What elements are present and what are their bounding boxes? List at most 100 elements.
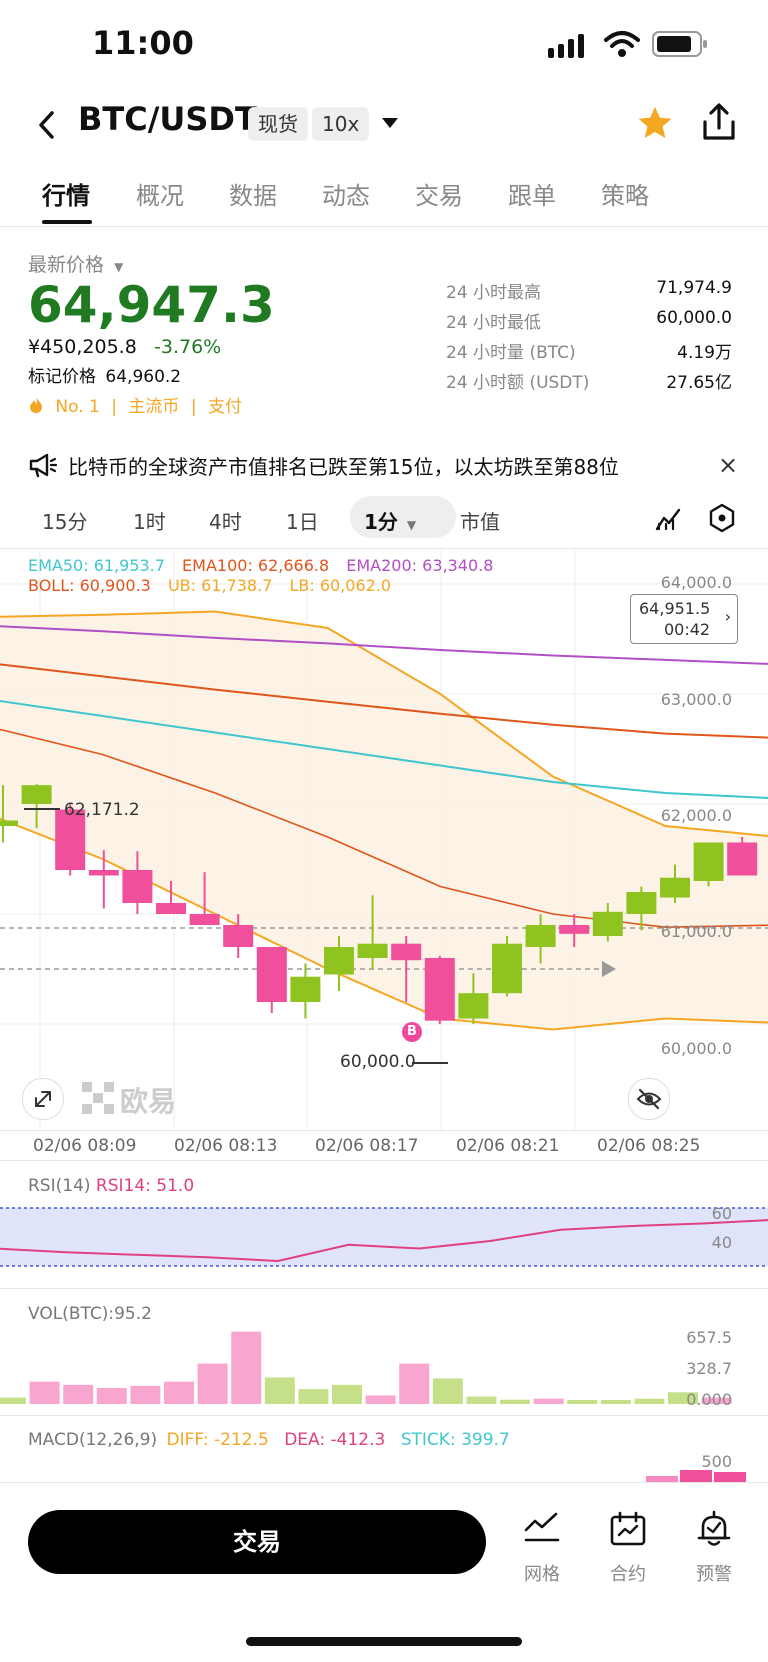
tab-market[interactable]: 行情 [42, 182, 90, 210]
fullscreen-button[interactable] [22, 1078, 64, 1120]
tab-trade[interactable]: 交易 [415, 182, 463, 210]
x-axis-divider [0, 1130, 768, 1131]
pair-title[interactable]: BTC/USDT [78, 100, 257, 138]
timeframe-15m[interactable]: 15分 [42, 510, 88, 534]
stat-label-turnover: 24 小时额 (USDT) [446, 373, 590, 393]
ema50-line [0, 699, 768, 800]
share-icon[interactable] [700, 102, 738, 142]
macd-label: MACD(12,26,9) [28, 1430, 158, 1450]
candle [223, 925, 254, 947]
indicator-settings-icon[interactable] [654, 504, 682, 532]
low-marker-line [412, 1062, 448, 1064]
boll-lb-legend: LB: 60,062.0 [289, 576, 392, 595]
macd-diff: DIFF: -212.5 [166, 1430, 269, 1450]
macd-axis-500: 500 [701, 1452, 732, 1471]
volume-bar [500, 1399, 530, 1404]
volume-bar [264, 1377, 295, 1404]
high-price-annotation: 62,171.2 [64, 800, 140, 820]
market-type-chip[interactable]: 现货 [248, 107, 308, 141]
contract-label: 合约 [610, 1564, 646, 1585]
ema200-line [0, 625, 768, 665]
leverage-chip[interactable]: 10x [312, 107, 370, 141]
back-arrow-icon[interactable] [36, 110, 58, 140]
timeframe-1d[interactable]: 1日 [286, 510, 319, 534]
candle [290, 976, 321, 1002]
chart-settings-icon[interactable] [708, 503, 736, 533]
category-tag[interactable]: 主流币 [128, 397, 180, 417]
timeframe-1h[interactable]: 1时 [133, 510, 166, 534]
high-marker-line [24, 808, 60, 810]
pair-dropdown-icon[interactable] [380, 116, 400, 130]
candle [156, 903, 186, 914]
boll-mid-line [0, 728, 768, 929]
vol-legend: VOL(BTC):95.2 [28, 1304, 152, 1324]
volume-bar [197, 1363, 228, 1404]
timeframe-1m-label: 1分 [364, 510, 398, 534]
candle [21, 785, 52, 804]
trade-button[interactable]: 交易 [28, 1510, 486, 1574]
boll-ub-line [0, 610, 768, 838]
candle [0, 820, 18, 826]
tab-overview[interactable]: 概况 [136, 182, 184, 210]
price-chart[interactable] [0, 550, 768, 1130]
tab-strategy[interactable]: 策略 [601, 182, 649, 210]
okx-logo-icon [82, 1082, 114, 1114]
candle [693, 842, 724, 881]
ema100-legend: EMA100: 62,666.8 [182, 556, 330, 575]
rsi-label: RSI(14) [28, 1176, 91, 1196]
timeframe-4h[interactable]: 4时 [209, 510, 242, 534]
announcement-text[interactable]: 比特币的全球资产市值排名已跌至第15位，以太坊跌至第88位 [68, 455, 619, 479]
tabs-divider [0, 226, 768, 227]
volume-bar [567, 1400, 598, 1404]
current-price-countdown: 00:42 [664, 620, 711, 639]
coin-tags: No. 1 | 主流币 | 支付 [28, 392, 242, 417]
megaphone-icon [29, 453, 58, 478]
stat-value-turnover: 27.65亿 [666, 373, 732, 393]
volume-bar [701, 1397, 732, 1404]
macd-dea: DEA: -412.3 [284, 1430, 386, 1450]
status-time: 11:00 [92, 24, 194, 62]
rsi-value: RSI14: 51.0 [95, 1176, 195, 1196]
candle [256, 947, 287, 1002]
alert-button[interactable] [692, 1510, 736, 1590]
contract-button[interactable] [606, 1510, 650, 1590]
current-price-tag-value: 64,951.5 [639, 599, 711, 618]
candle [324, 947, 354, 975]
buy-marker[interactable]: B [402, 1022, 422, 1042]
candle [424, 958, 455, 1021]
tab-copy-trading[interactable]: 跟单 [508, 182, 556, 210]
mark-price: 标记价格 64,960.2 [28, 362, 181, 387]
contract-icon [610, 1511, 646, 1546]
hide-overlay-button[interactable] [628, 1078, 670, 1120]
volume-bar [164, 1381, 194, 1404]
volume-bar [668, 1392, 698, 1404]
tab-news[interactable]: 动态 [322, 182, 370, 210]
rank-tag[interactable]: No. 1 [55, 397, 100, 417]
wifi-icon [604, 31, 640, 57]
price-cny: ¥450,205.8 [28, 336, 137, 358]
favorite-star-icon[interactable] [636, 104, 674, 142]
stat-value-volume: 4.19万 [677, 343, 732, 363]
caret-down-icon: ▼ [114, 260, 124, 274]
candle [88, 870, 119, 876]
tab-active-indicator [42, 220, 92, 224]
current-price-tag[interactable]: 64,951.5 00:42 › [630, 594, 738, 644]
candle [189, 914, 220, 925]
last-price-label[interactable]: 最新价格 ▼ [28, 250, 123, 277]
low-price-annotation: 60,000.0 [340, 1052, 416, 1072]
x-tick-4: 02/06 08:25 [597, 1136, 701, 1156]
grid-button[interactable] [520, 1510, 564, 1590]
timeframe-1m[interactable]: 1分 ▼ [364, 506, 416, 535]
tab-data[interactable]: 数据 [229, 182, 277, 210]
announcement-close-icon[interactable]: × [718, 451, 739, 479]
candle [122, 870, 153, 903]
expand-icon [35, 1091, 51, 1107]
y-tick-60000: 60,000.0 [660, 1039, 732, 1058]
bottom-bar-divider [0, 1482, 768, 1483]
candle [525, 925, 556, 947]
timeframe-market-cap[interactable]: 市值 [460, 510, 500, 534]
payment-tag[interactable]: 支付 [207, 397, 242, 417]
volume-bar [432, 1378, 463, 1404]
y-tick-63000: 63,000.0 [660, 690, 732, 709]
candle [592, 911, 623, 936]
